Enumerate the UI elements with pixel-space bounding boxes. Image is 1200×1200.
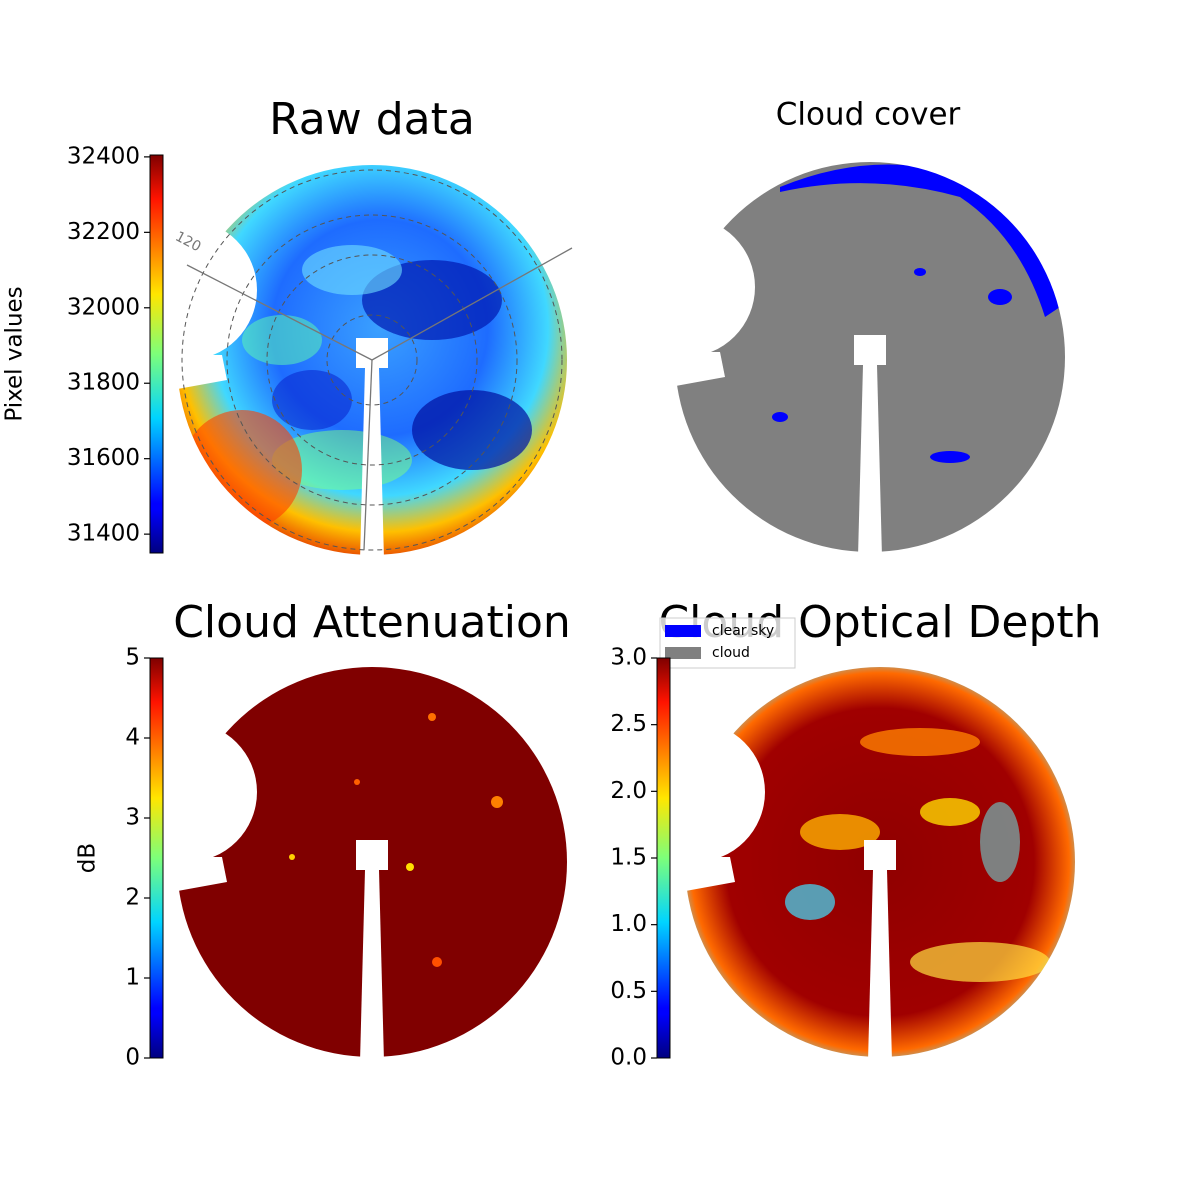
colorbar-label: dB [75, 843, 101, 873]
raw-image [172, 160, 573, 560]
tick-label: 1.0 [610, 911, 647, 937]
legend-label: clear sky [712, 623, 774, 639]
tick-label: 3.0 [610, 645, 647, 671]
legend-swatch [665, 625, 701, 637]
legend-swatch [665, 647, 701, 659]
attenuation-image [172, 662, 572, 1062]
colorbar [149, 154, 164, 554]
panel-title: Raw data [269, 94, 475, 145]
colorbar [149, 657, 164, 1059]
tick-label: 32200 [67, 219, 140, 245]
tick-label: 0.0 [610, 1045, 647, 1071]
tick-label: 2.5 [610, 711, 647, 737]
tick-label: 1 [125, 965, 140, 991]
colorbar-label: Pixel values [2, 286, 28, 421]
tick-label: 32400 [67, 143, 140, 169]
tick-label: 31400 [67, 521, 140, 547]
colorbar [656, 657, 671, 1059]
legend: clear sky cloud [659, 617, 796, 669]
tick-label: 32000 [67, 294, 140, 320]
panel-title: Cloud cover [776, 97, 961, 133]
tick-label: 5 [125, 645, 140, 671]
panel-title: Cloud Attenuation [173, 597, 571, 648]
tick-label: 3 [125, 805, 140, 831]
tick-label: 0.5 [610, 978, 647, 1004]
tick-label: 31600 [67, 445, 140, 471]
tick-label: 1.5 [610, 845, 647, 871]
cloud-cover-image [670, 157, 1070, 557]
tick-label: 0 [125, 1045, 140, 1071]
tick-label: 2 [125, 885, 140, 911]
legend-label: cloud [712, 645, 750, 661]
optical-depth-image [680, 662, 1080, 1062]
tick-label: 4 [125, 725, 140, 751]
tick-label: 31800 [67, 370, 140, 396]
tick-label: 2.0 [610, 778, 647, 804]
